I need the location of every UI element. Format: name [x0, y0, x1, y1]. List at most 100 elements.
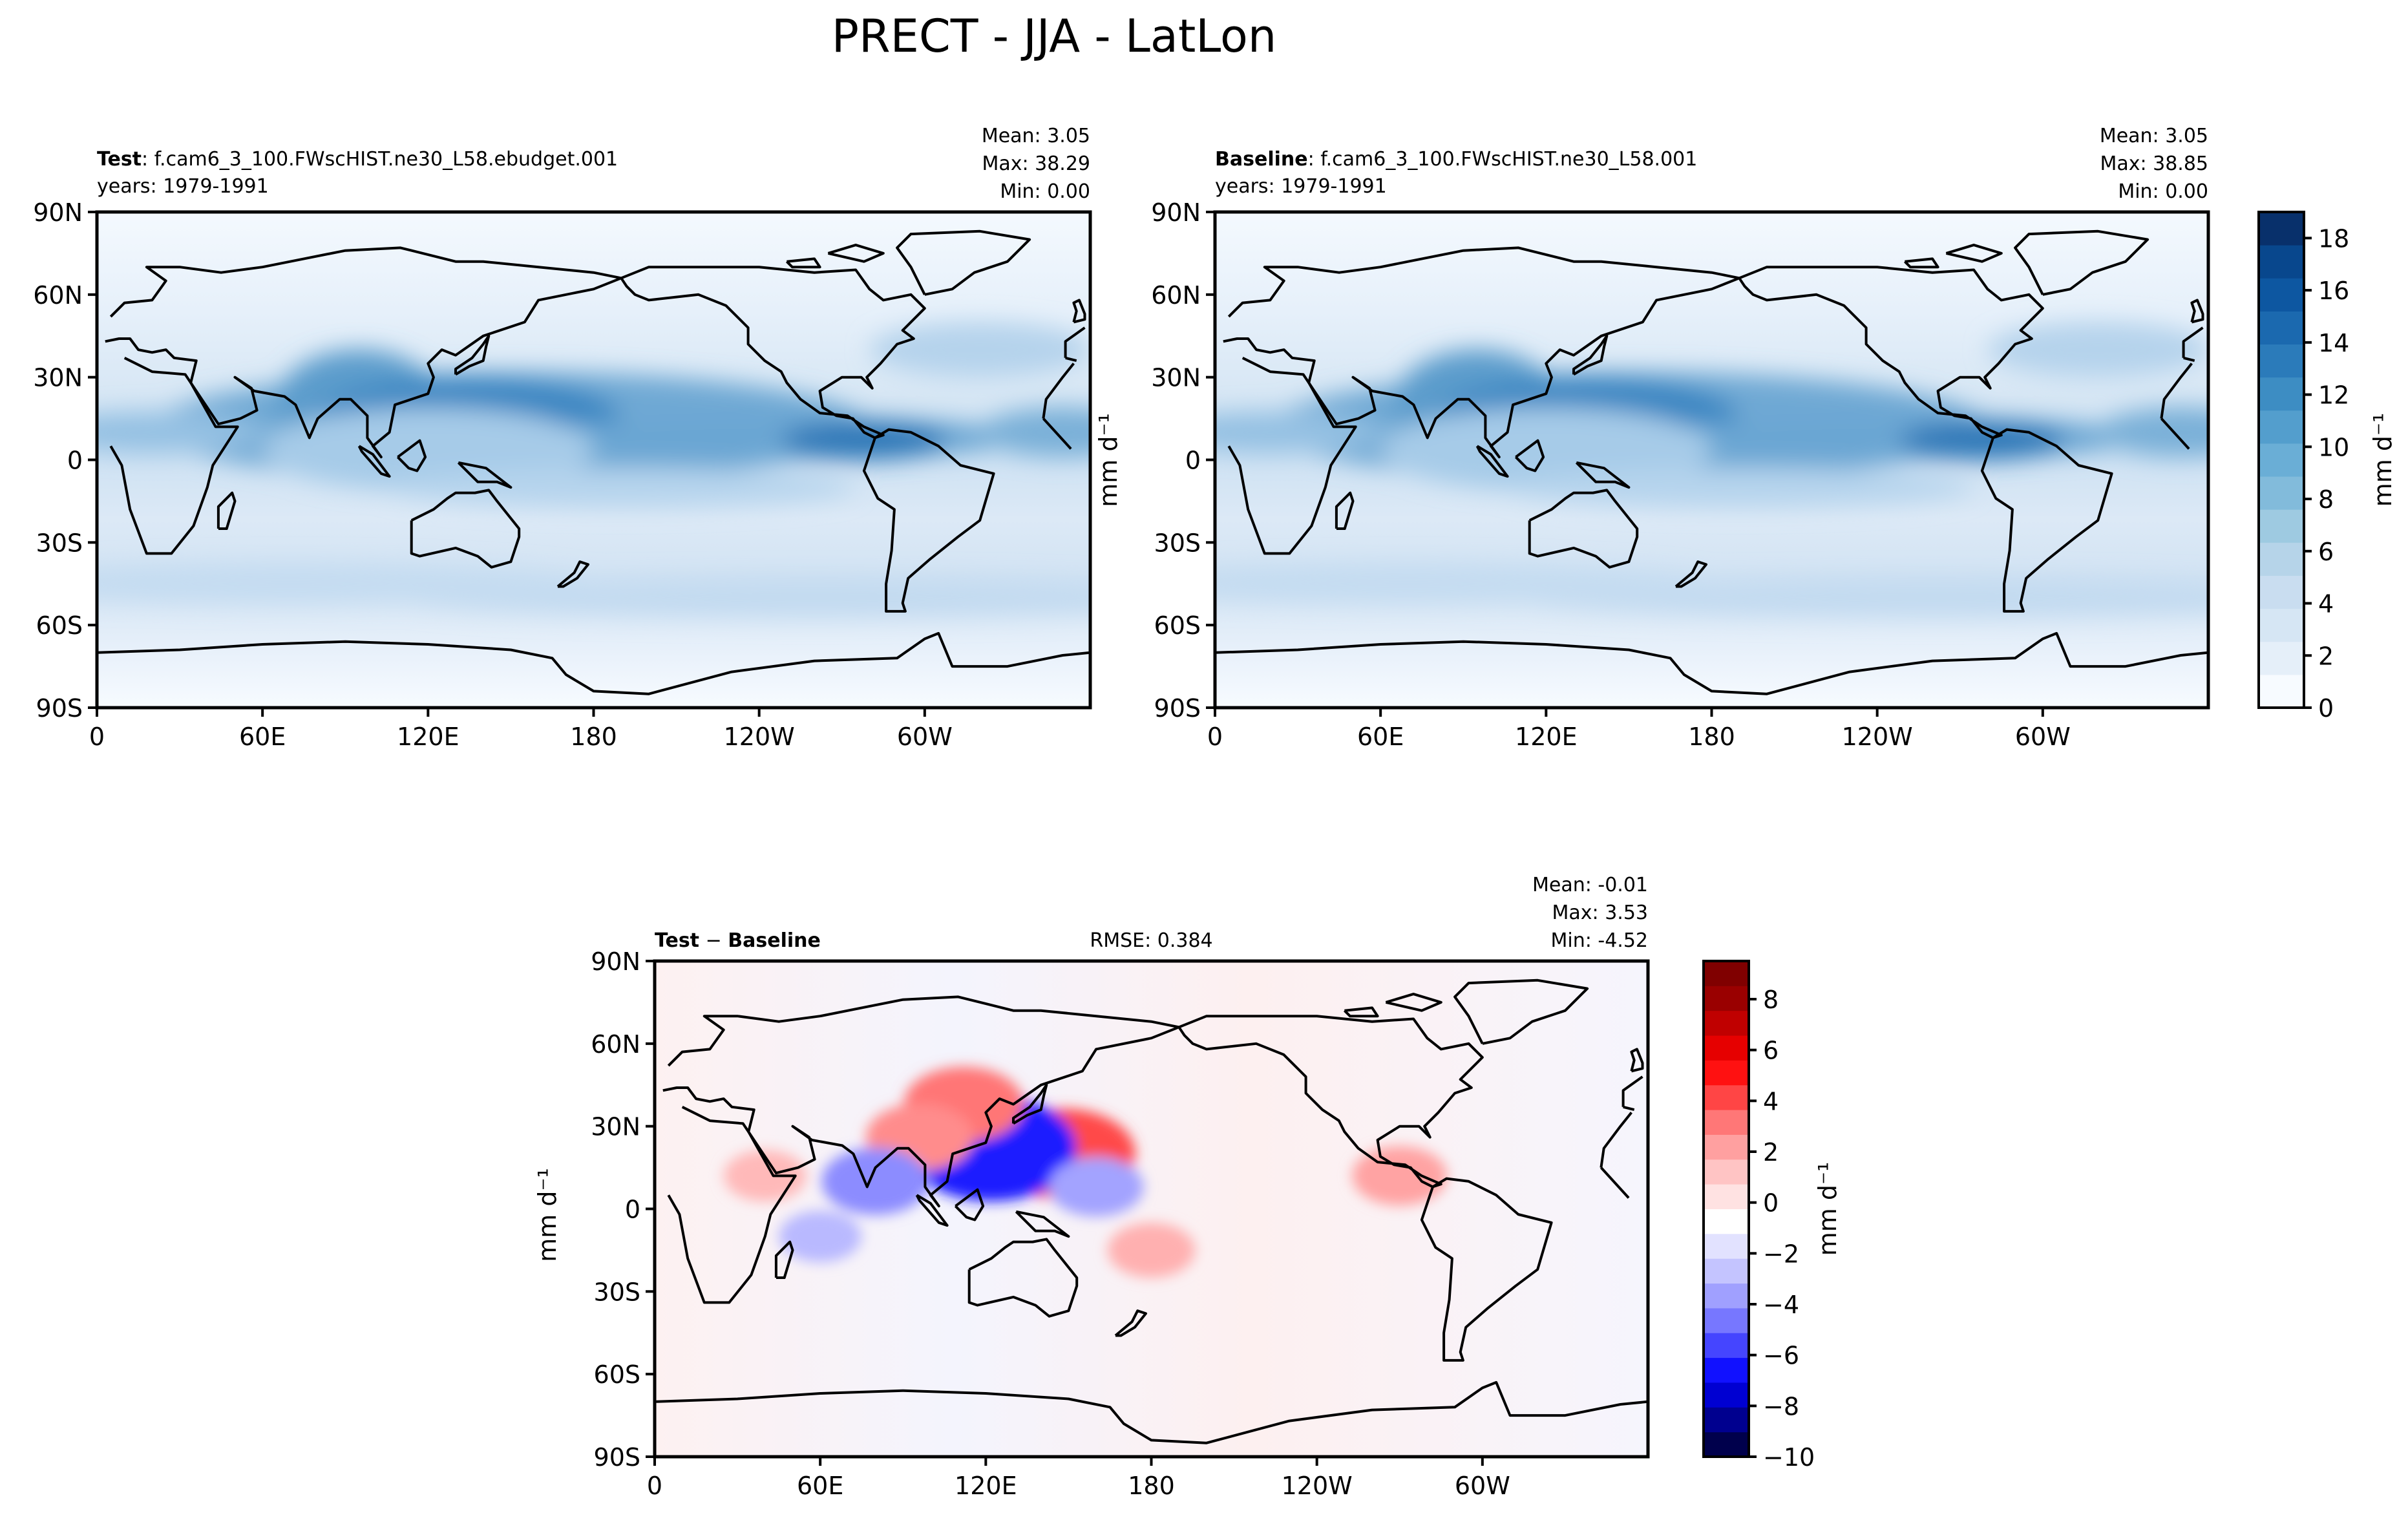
- diff-colorbar-swatch: [1704, 1407, 1749, 1433]
- coastline-britain: [1630, 1048, 1644, 1073]
- y-tick-label: 30S: [36, 529, 83, 557]
- panel-label: Test − Baseline: [655, 929, 821, 952]
- precip-colorbar-swatch: [2259, 674, 2304, 708]
- y-tick-label: 30N: [1151, 364, 1201, 392]
- precip-colorbar-label: mm d⁻¹: [2369, 413, 2397, 507]
- diff-colorbar-swatch: [1704, 1382, 1749, 1408]
- precip-colorbar-swatch: [2259, 608, 2304, 642]
- coastline-newzealand: [1674, 560, 1707, 588]
- precip-colorbar-swatch: [2259, 641, 2304, 675]
- coastline-africa-2: [2160, 417, 2190, 450]
- diff-colorbar-swatch: [1704, 1159, 1749, 1185]
- coastline-australia: [410, 489, 521, 569]
- y-tick-label: 90N: [591, 947, 640, 976]
- y-tick-label: 30N: [591, 1113, 640, 1141]
- coastline-eurasia: [1064, 326, 1086, 358]
- colorbar-difference: −10 −8 −6 −4 −2 0 2 4 6 8 mm d⁻¹: [1702, 960, 1842, 1472]
- coastline-japan: [1012, 1083, 1048, 1125]
- coastline-britain: [1072, 299, 1086, 324]
- coastline-arctic1: [1945, 244, 2003, 263]
- coastline-sumatra: [1475, 445, 1509, 478]
- test-field: [97, 212, 1090, 708]
- x-tick-label: 60E: [1357, 723, 1404, 751]
- precip-colorbar-swatch: [2259, 377, 2304, 411]
- coastline-eurasia: [1621, 1075, 1643, 1107]
- x-tick-label: 60E: [239, 723, 286, 751]
- y-tick-label: 60S: [36, 611, 83, 640]
- precip-band-10: [97, 564, 594, 604]
- precip-colorbar-tick-label: 6: [2318, 538, 2334, 566]
- precip-colorbar-tick-label: 12: [2318, 381, 2349, 410]
- coastline-eurasia: [2182, 326, 2204, 358]
- y-tick-label: 90N: [1151, 198, 1201, 227]
- diff-colorbar-frame: [1702, 960, 1750, 1458]
- stat-min: Min: 0.00: [2118, 180, 2208, 203]
- coastline-newzealand: [1114, 1309, 1147, 1337]
- y-tick-label: 90N: [33, 198, 83, 227]
- stat-min: Min: -4.52: [1551, 929, 1649, 952]
- diff-colorbar-swatch: [1704, 1432, 1749, 1457]
- diff-anomaly-8: [779, 1210, 862, 1263]
- x-tick-label: 120W: [724, 723, 795, 751]
- precip-band-11: [869, 322, 1090, 377]
- y-tick-label: 0: [67, 447, 83, 475]
- diff-colorbar-swatch: [1704, 1110, 1749, 1135]
- x-tick-label: 60W: [2015, 723, 2071, 751]
- precip-colorbar-swatch: [2259, 542, 2304, 576]
- diff-colorbar-swatch: [1704, 1233, 1749, 1259]
- coastline-madagascar: [217, 491, 237, 530]
- x-tick-label: 120E: [397, 723, 459, 751]
- stat-mean: Mean: 3.05: [982, 125, 1090, 147]
- precip-band-5: [980, 407, 1090, 458]
- precip-colorbar-tick-label: 2: [2318, 642, 2334, 670]
- precip-band-11: [1987, 322, 2208, 377]
- baseline-ylabel: mm d⁻¹: [1094, 413, 1123, 507]
- y-tick-label: 60S: [1154, 611, 1201, 640]
- precip-colorbar-tick-label: 8: [2318, 485, 2334, 514]
- coastline-africa-1: [109, 357, 239, 555]
- diff-background: [655, 961, 1648, 1457]
- coastline-newguinea: [457, 461, 512, 489]
- x-tick-label: 60W: [897, 723, 953, 751]
- precip-band-6: [1215, 411, 1381, 453]
- precip-colorbar-frame: [2257, 211, 2305, 709]
- diff-colorbar-tick-label: −4: [1763, 1291, 1799, 1319]
- diff-colorbar-tick-label: −6: [1763, 1342, 1799, 1370]
- diff-colorbar-tick-label: −2: [1763, 1240, 1799, 1268]
- panel-label: Baseline: f.cam6_3_100.FWscHIST.ne30_L58…: [1215, 148, 1697, 171]
- diff-colorbar-swatch: [1704, 1258, 1749, 1284]
- baseline-coastlines: [1215, 229, 2208, 708]
- precip-colorbar-swatch: [2259, 410, 2304, 444]
- precip-colorbar-tick-label: 14: [2318, 329, 2349, 357]
- x-tick-label: 120W: [1282, 1472, 1353, 1500]
- coastline-antarctica: [97, 631, 1090, 708]
- years-label: years: 1979-1991: [97, 175, 269, 198]
- precip-colorbar-swatch: [2259, 245, 2304, 279]
- y-tick-label: 30S: [1154, 529, 1201, 557]
- diff-colorbar-swatch: [1704, 1283, 1749, 1309]
- years-label: years: 1979-1991: [1215, 175, 1387, 198]
- coastline-borneo: [396, 439, 427, 472]
- precip-band-6: [97, 411, 263, 453]
- precip-band-8: [386, 468, 856, 507]
- coastline-namerica: [620, 266, 926, 439]
- stat-max: Max: 38.85: [2100, 153, 2208, 175]
- coastline-eurasia-1: [105, 246, 623, 459]
- precip-colorbar-swatch: [2259, 575, 2304, 609]
- coastline-samerica: [1980, 428, 2113, 613]
- coastline-arctic2: [785, 257, 821, 269]
- diff-colorbar-swatch: [1704, 1357, 1749, 1383]
- coastline-greenland: [2014, 229, 2149, 296]
- coastline-australia: [1528, 489, 1639, 569]
- coastline-africa: [2160, 363, 2193, 419]
- diff-colorbar-tick-label: 6: [1763, 1037, 1779, 1065]
- x-tick-label: 0: [89, 723, 105, 751]
- y-tick-label: 90S: [36, 694, 83, 723]
- colorbar-precip: 0 2 4 6 8 10 12 14 16 18 mm d⁻¹: [2257, 211, 2397, 723]
- diff-colorbar-swatch: [1704, 1010, 1749, 1036]
- diff-colorbar-tick-label: 2: [1763, 1138, 1779, 1167]
- y-tick-label: 0: [1185, 447, 1201, 475]
